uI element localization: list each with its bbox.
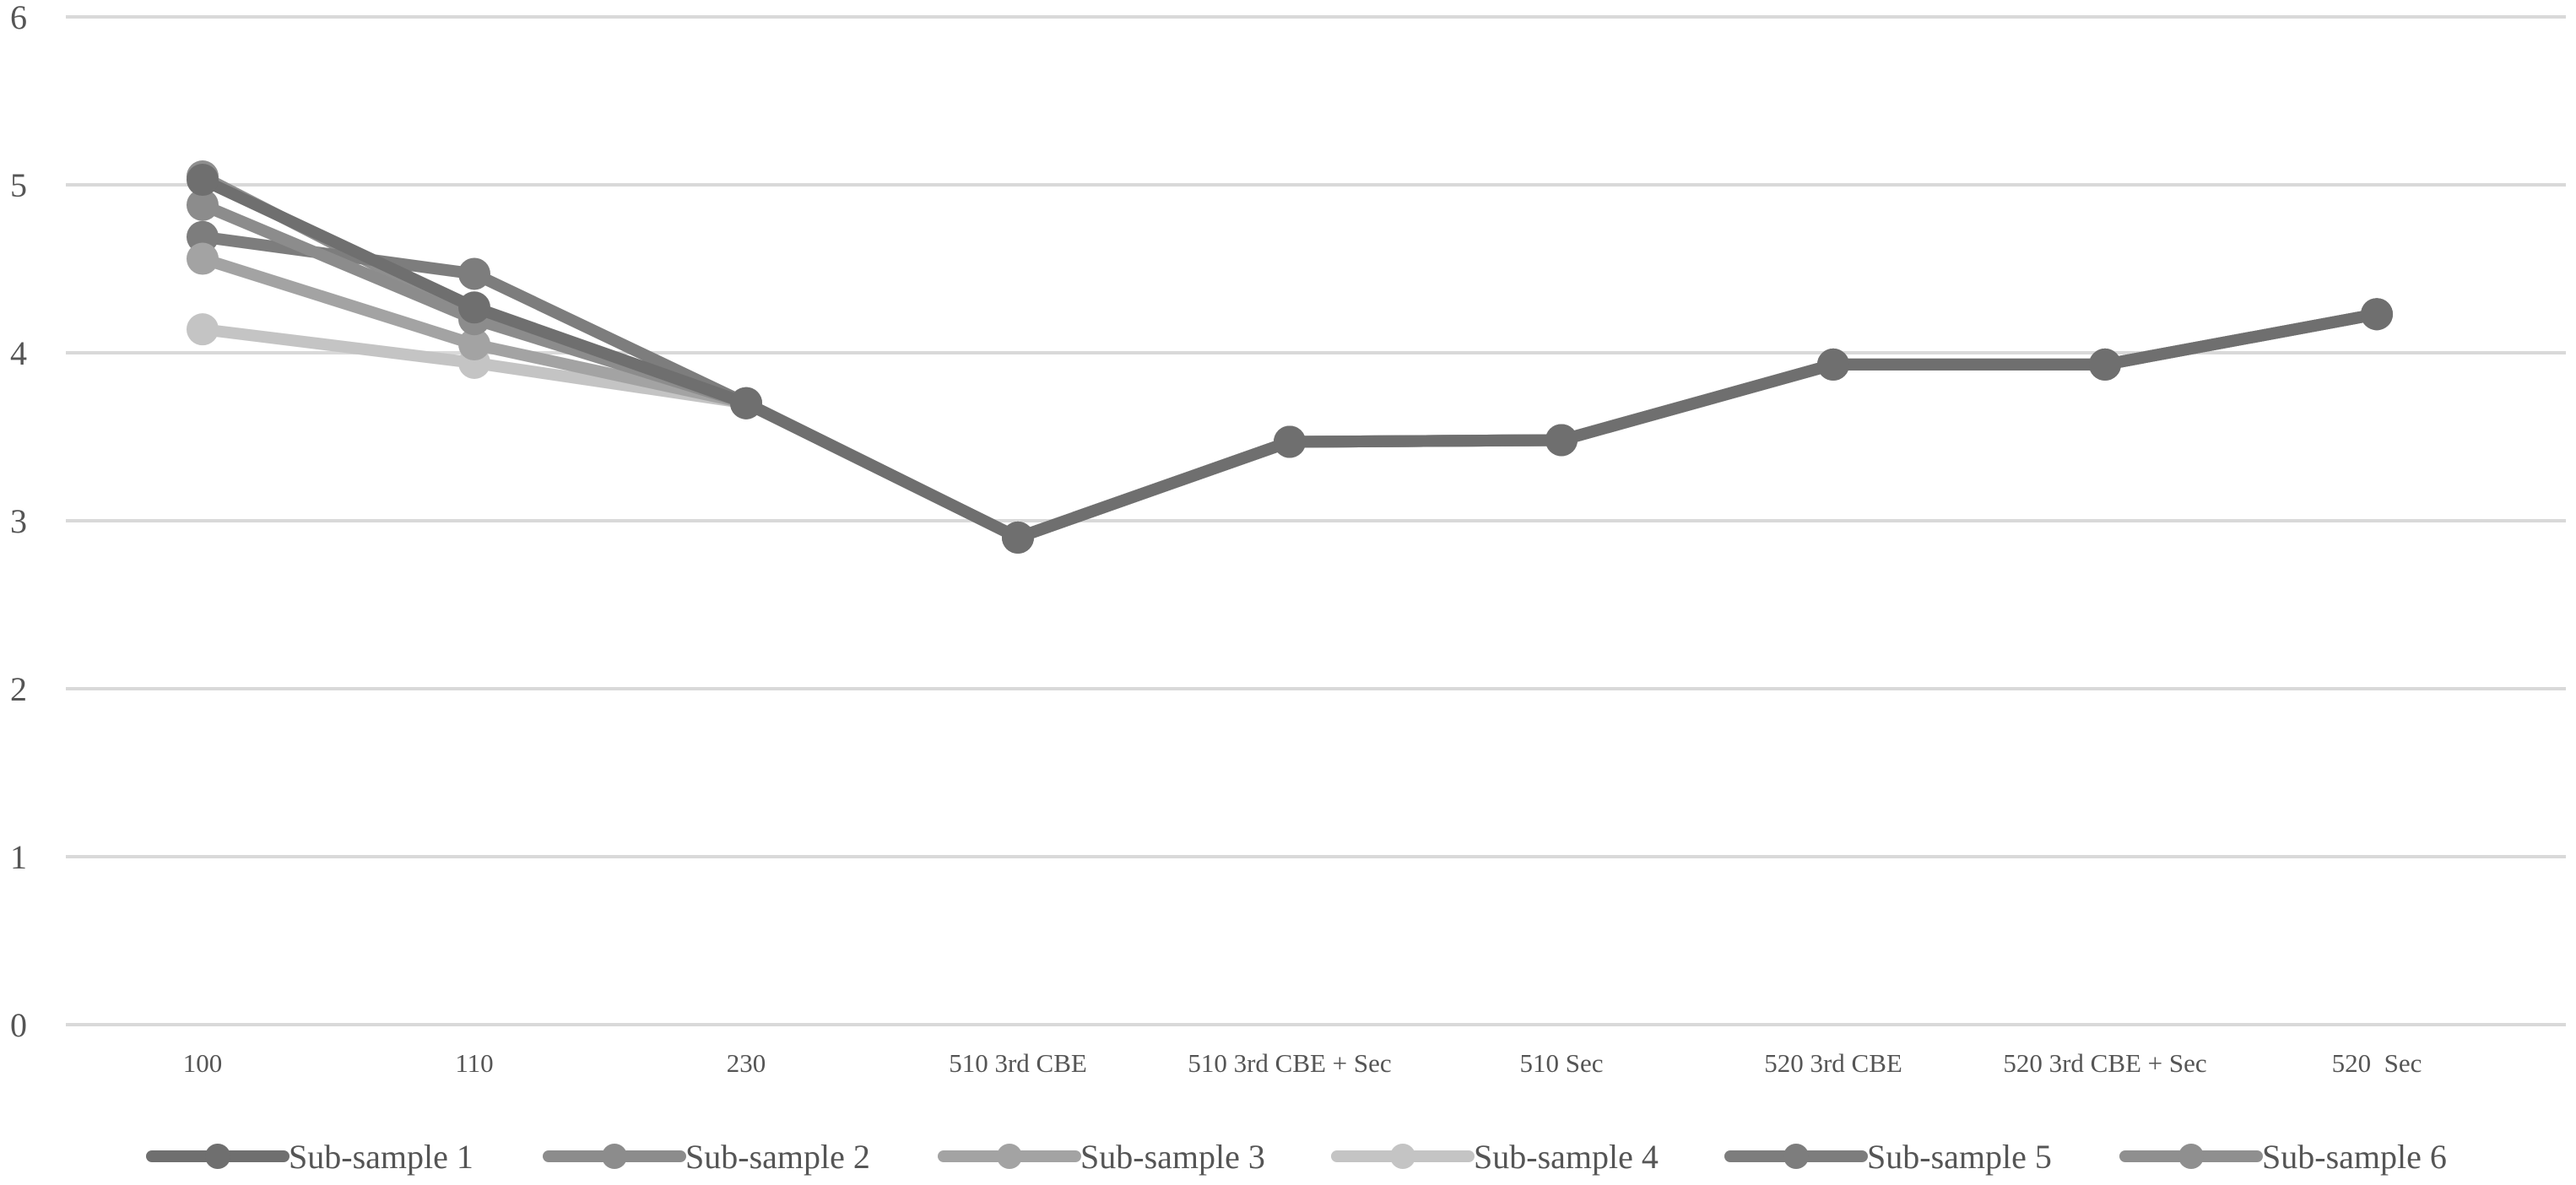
- x-tick-label: 510 3rd CBE: [949, 1048, 1087, 1078]
- data-point: [187, 164, 219, 197]
- legend-item: Sub-sample 5: [1724, 1138, 2052, 1176]
- legend-label: Sub-sample 5: [1867, 1138, 2052, 1176]
- data-point: [730, 387, 762, 419]
- series-lines: [187, 160, 2393, 554]
- legend-swatch-marker: [2178, 1144, 2204, 1169]
- x-tick-label: 510 3rd CBE + Sec: [1188, 1048, 1391, 1078]
- y-tick-label: 4: [10, 334, 27, 372]
- x-tick-label: 100: [183, 1048, 223, 1078]
- x-tick-label: 230: [727, 1048, 766, 1078]
- data-point: [458, 291, 490, 324]
- data-point: [1274, 425, 1306, 458]
- y-axis-ticks: 0 1 2 3 4 5 6: [10, 0, 27, 1044]
- series-line: [197, 230, 2383, 544]
- y-tick-label: 2: [10, 670, 27, 708]
- legend-item: Sub-sample 3: [938, 1138, 1265, 1176]
- data-point: [1002, 521, 1034, 554]
- legend-item: Sub-sample 1: [146, 1138, 474, 1176]
- legend-label: Sub-sample 2: [685, 1138, 870, 1176]
- legend-label: Sub-sample 1: [289, 1138, 474, 1176]
- x-tick-label: 520 Sec: [2332, 1048, 2422, 1078]
- series-5: [187, 220, 2393, 554]
- y-tick-label: 0: [10, 1006, 27, 1044]
- x-tick-label: 510 Sec: [1519, 1048, 1603, 1078]
- x-axis-ticks: 100 110 230 510 3rd CBE 510 3rd CBE + Sec 510…: [183, 1048, 2422, 1078]
- legend-label: Sub-sample 4: [1474, 1138, 1659, 1176]
- data-point: [187, 188, 219, 221]
- legend-label: Sub-sample 3: [1080, 1138, 1265, 1176]
- legend-swatch-marker: [602, 1144, 627, 1169]
- y-tick-label: 6: [10, 0, 27, 36]
- data-point: [458, 257, 490, 290]
- legend-item: Sub-sample 2: [543, 1138, 870, 1176]
- legend-swatch-marker: [997, 1144, 1022, 1169]
- data-point: [458, 328, 490, 361]
- data-point: [1817, 348, 1849, 381]
- gridlines: [66, 15, 2566, 1026]
- series-1: [187, 164, 2393, 554]
- x-tick-label: 520 3rd CBE + Sec: [2003, 1048, 2206, 1078]
- legend-label: Sub-sample 6: [2262, 1138, 2447, 1176]
- x-tick-label: 520 3rd CBE: [1764, 1048, 1902, 1078]
- legend-swatch-marker: [205, 1144, 230, 1169]
- y-tick-label: 5: [10, 166, 27, 204]
- data-point: [1545, 424, 1578, 457]
- legend-swatch-marker: [1783, 1144, 1809, 1169]
- data-point: [187, 313, 219, 346]
- y-tick-label: 3: [10, 502, 27, 540]
- legend: Sub-sample 1 Sub-sample 2 Sub-sample 3 Sub-…: [146, 1138, 2447, 1176]
- legend-item: Sub-sample 6: [2119, 1138, 2447, 1176]
- data-point: [2089, 348, 2121, 381]
- legend-swatch-marker: [1390, 1144, 1415, 1169]
- data-point: [187, 242, 219, 275]
- y-tick-label: 1: [10, 838, 27, 876]
- data-point: [2361, 298, 2393, 331]
- x-tick-label: 110: [455, 1048, 493, 1078]
- legend-item: Sub-sample 4: [1331, 1138, 1659, 1176]
